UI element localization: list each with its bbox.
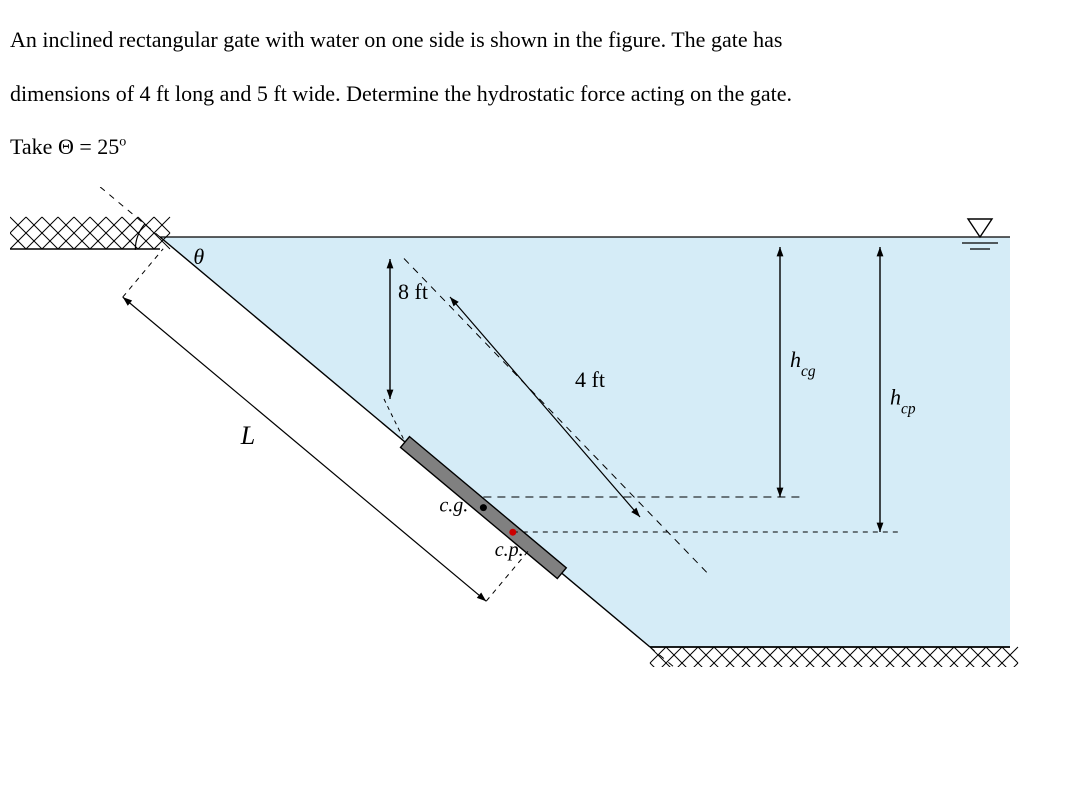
- label-cp: c.p.: [495, 539, 524, 561]
- theta-label: θ: [193, 244, 204, 269]
- problem-line-3: Take Θ = 25o: [10, 127, 1070, 167]
- problem-line-1: An inclined rectangular gate with water …: [10, 20, 1070, 60]
- label-8ft: 8 ft: [398, 279, 428, 304]
- problem-statement: An inclined rectangular gate with water …: [10, 20, 1070, 167]
- water-body: [160, 237, 1010, 647]
- cp-dot: [509, 528, 516, 535]
- figure: θ8 ft4 ftc.g.c.p.hcghcpL: [10, 187, 1050, 667]
- label-L: L: [240, 421, 255, 450]
- label-4ft: 4 ft: [575, 367, 605, 392]
- problem-line-2: dimensions of 4 ft long and 5 ft wide. D…: [10, 74, 1070, 114]
- cg-dot: [480, 504, 487, 511]
- free-surface-icon: [968, 219, 992, 237]
- label-cg: c.g.: [439, 494, 468, 516]
